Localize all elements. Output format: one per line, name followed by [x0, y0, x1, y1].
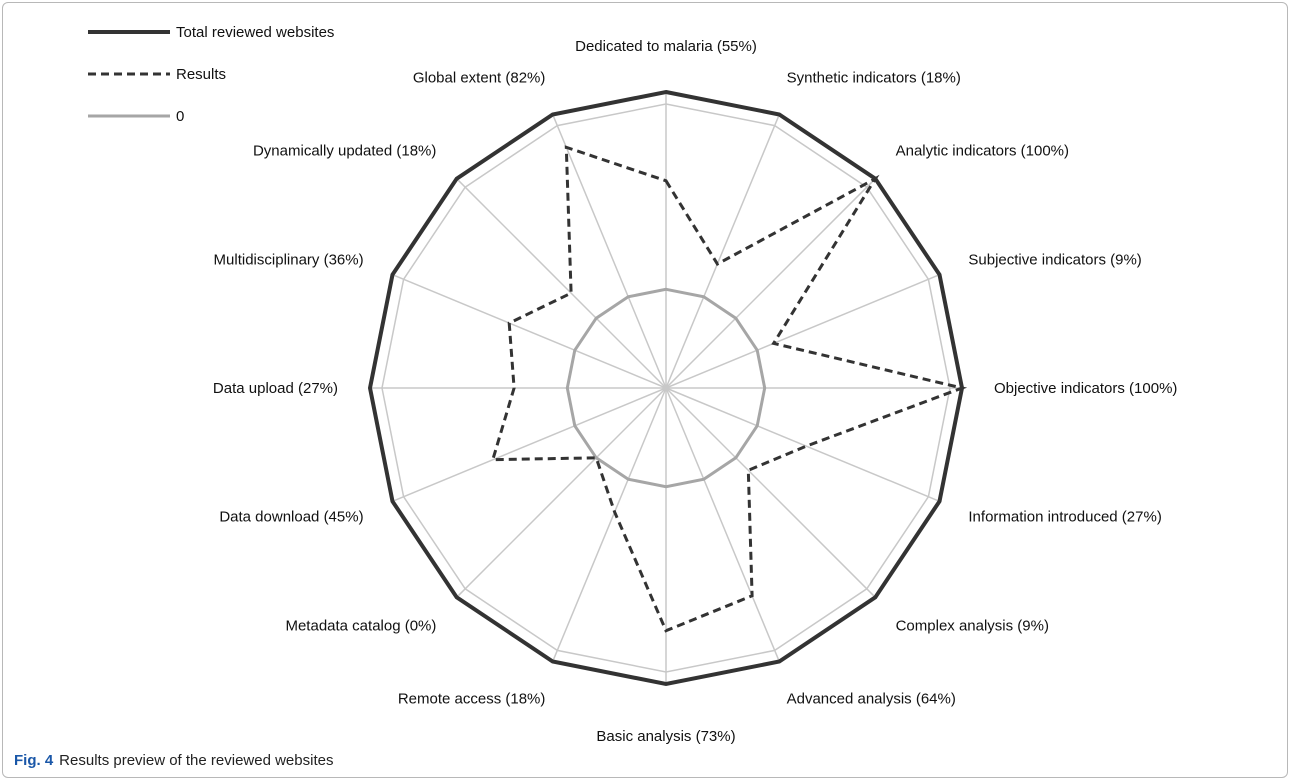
- axis-label: Subjective indicators (9%): [968, 251, 1141, 268]
- series-line-total: [367, 89, 965, 687]
- figure-number: Fig. 4: [14, 752, 54, 769]
- radar-spoke: [665, 178, 876, 389]
- axis-label: Global extent (82%): [413, 70, 546, 87]
- radar-spoke: [665, 274, 940, 389]
- axis-label: Remote access (18%): [398, 690, 546, 707]
- axis-label: Data download (45%): [219, 509, 363, 526]
- legend-label-total: Total reviewed websites: [176, 24, 334, 41]
- radar-series: [367, 89, 968, 687]
- series-line-results: [490, 145, 968, 633]
- axis-label: Data upload (27%): [213, 380, 338, 397]
- axis-label: Metadata catalog (0%): [285, 618, 436, 635]
- radar-spoke: [456, 178, 667, 389]
- radar-spoke: [552, 114, 667, 389]
- radar-spoke: [392, 274, 667, 389]
- legend-label-results: Results: [176, 66, 226, 83]
- legend: Total reviewed websites Results 0: [88, 24, 334, 125]
- axis-label: Information introduced (27%): [968, 509, 1161, 526]
- radar-spoke: [665, 387, 780, 662]
- axis-label: Dedicated to malaria (55%): [575, 38, 757, 55]
- radar-spoke: [456, 387, 667, 598]
- caption-text: Results preview of the reviewed websites: [59, 752, 334, 769]
- axis-label: Analytic indicators (100%): [896, 142, 1069, 159]
- axis-label: Basic analysis (73%): [596, 728, 735, 745]
- axis-label: Advanced analysis (64%): [787, 690, 956, 707]
- radar-spoke: [665, 387, 940, 502]
- radar-spoke: [552, 387, 667, 662]
- legend-label-zero: 0: [176, 108, 184, 125]
- axis-label: Multidisciplinary (36%): [214, 251, 364, 268]
- series-line-zero: [565, 287, 767, 489]
- axis-label: Complex analysis (9%): [896, 618, 1049, 635]
- axis-label: Objective indicators (100%): [994, 380, 1177, 397]
- axis-label: Dynamically updated (18%): [253, 142, 436, 159]
- figure-caption: Fig. 4 Results preview of the reviewed we…: [14, 752, 333, 769]
- radar-grid-ring: [381, 103, 951, 673]
- radar-spoke: [392, 387, 667, 502]
- radar-grid: [370, 92, 962, 684]
- radar-spoke: [665, 387, 876, 598]
- radar-spoke: [665, 114, 780, 389]
- axis-labels: Dedicated to malaria (55%) Synthetic indi…: [213, 38, 1178, 745]
- axis-label: Synthetic indicators (18%): [787, 70, 961, 87]
